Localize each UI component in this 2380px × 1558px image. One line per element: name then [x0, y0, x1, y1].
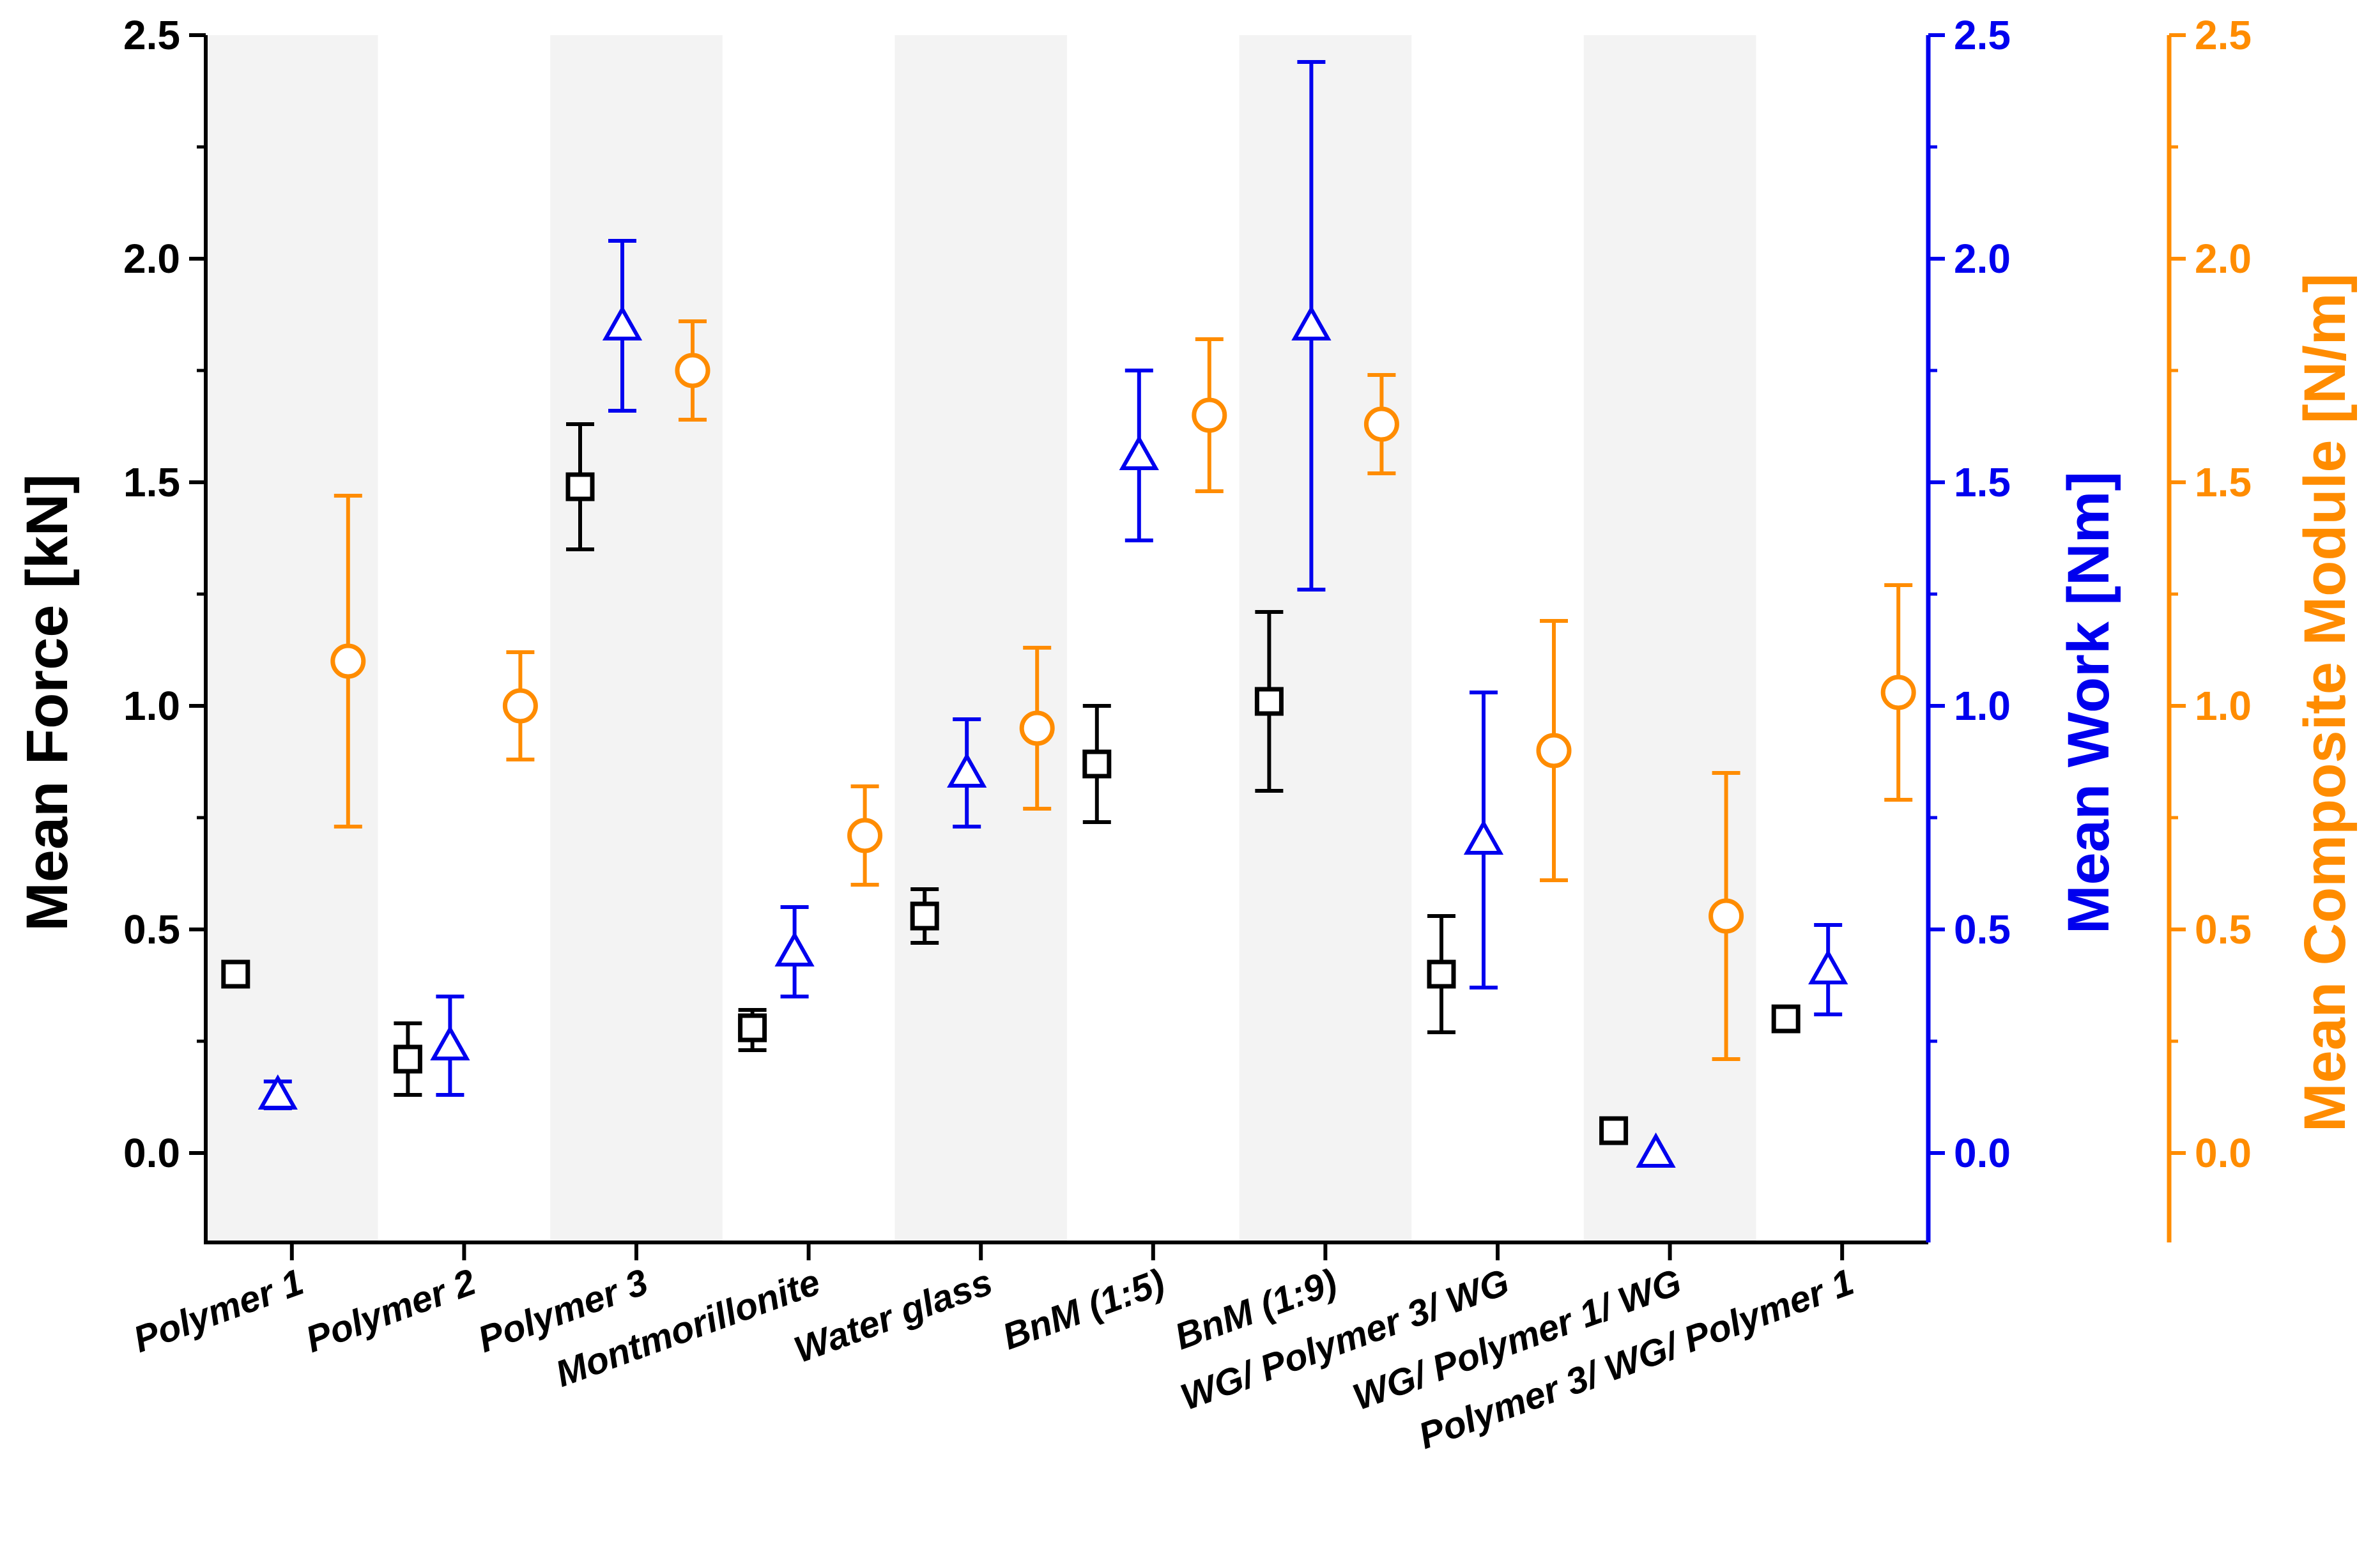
force-tick-label: 0.0	[123, 1130, 180, 1176]
circle-marker	[1019, 710, 1055, 746]
triangle-marker	[947, 752, 987, 788]
module-axis-title: Mean Composite Module [N/m]	[2292, 273, 2358, 1132]
work-axis-title: Mean Work [Nm]	[2056, 471, 2121, 934]
force-tick-label: 1.0	[123, 683, 180, 729]
mean-work-point	[1119, 369, 1159, 542]
triangle-marker	[430, 1025, 470, 1060]
mean-composite-module-point	[502, 650, 538, 761]
module-tick-label: 0.0	[2195, 1130, 2252, 1176]
work-tick-label: 2.0	[1954, 236, 2011, 282]
circle-marker	[1880, 675, 1916, 710]
mean-work-point	[257, 1074, 298, 1110]
mean-force-point	[393, 1021, 422, 1097]
triangle-marker	[774, 931, 815, 966]
mean-force-point	[1082, 704, 1112, 824]
triangle-marker	[1636, 1132, 1676, 1168]
axes: 0.0 0.5 1.0 1.5 2.0 2.5 0.0 0.5 1.0 1.5 2.0 2.5 0.0 0…	[123, 12, 2252, 1457]
data-marks	[221, 60, 1916, 1168]
square-marker	[393, 1044, 422, 1074]
mean-work-point	[774, 905, 815, 998]
circle-marker	[1708, 898, 1744, 934]
force-tick-label: 1.5	[123, 459, 180, 505]
square-marker	[565, 472, 595, 501]
force-tick-label: 2.0	[123, 236, 180, 282]
mean-work-point	[430, 995, 470, 1097]
category-band	[1239, 35, 1412, 1242]
category-label: Polymer 1	[128, 1261, 309, 1361]
square-marker	[738, 1013, 767, 1042]
mean-composite-module-point	[1363, 373, 1399, 475]
mean-force-point	[1254, 610, 1284, 793]
category-label: Polymer 2	[300, 1261, 481, 1361]
module-tick-label: 1.0	[2195, 683, 2252, 729]
mean-force-point	[221, 959, 250, 989]
mean-work-point	[1463, 691, 1504, 989]
force-axis-title: Mean Force [kN]	[15, 474, 80, 931]
category-band	[1583, 35, 1756, 1242]
circle-marker	[847, 818, 883, 853]
square-marker	[910, 901, 939, 931]
mean-force-point	[910, 887, 939, 945]
circle-marker	[1192, 397, 1227, 433]
mean-composite-module-point	[1536, 619, 1572, 882]
mean-force-point	[738, 1008, 767, 1052]
square-marker	[1599, 1116, 1629, 1145]
square-marker	[221, 959, 250, 989]
square-marker	[1427, 959, 1456, 989]
mean-work-point	[947, 717, 987, 829]
category-band	[550, 35, 723, 1242]
square-marker	[1082, 749, 1112, 779]
work-tick-label: 0.0	[1954, 1130, 2011, 1176]
circle-marker	[675, 353, 710, 388]
square-marker	[1771, 1004, 1800, 1034]
mean-composite-module-point	[1192, 337, 1227, 493]
square-marker	[1254, 687, 1284, 716]
mean-force-point	[1599, 1116, 1629, 1145]
triangle-marker	[1463, 819, 1504, 855]
mean-composite-module-point	[675, 319, 710, 422]
mean-composite-module-point	[1019, 646, 1055, 811]
circle-marker	[1536, 733, 1572, 768]
triangle-marker	[602, 305, 643, 340]
mean-force-point	[1427, 914, 1456, 1034]
force-tick-label: 2.5	[123, 12, 180, 58]
category-label: Water glass	[788, 1261, 997, 1371]
circle-marker	[502, 688, 538, 724]
category-band	[206, 35, 378, 1242]
work-tick-label: 1.5	[1954, 459, 2011, 505]
mean-work-point	[1291, 60, 1332, 592]
module-tick-label: 0.5	[2195, 906, 2252, 952]
triangle-marker	[257, 1074, 298, 1110]
mean-work-point	[1636, 1132, 1676, 1168]
mean-work-point	[1808, 923, 1848, 1016]
work-tick-label: 2.5	[1954, 12, 2011, 58]
work-tick-label: 1.0	[1954, 683, 2011, 729]
mean-force-point	[1771, 1004, 1800, 1034]
module-tick-label: 1.5	[2195, 459, 2252, 505]
circle-marker	[1363, 406, 1399, 442]
triangle-marker	[1808, 949, 1848, 984]
force-tick-label: 0.5	[123, 906, 180, 952]
mean-work-point	[602, 239, 643, 413]
mean-force-point	[565, 422, 595, 551]
module-tick-label: 2.0	[2195, 236, 2252, 282]
mean-composite-module-point	[847, 784, 883, 887]
module-tick-label: 2.5	[2195, 12, 2252, 58]
mean-composite-module-point	[330, 494, 366, 829]
category-band	[894, 35, 1067, 1242]
mean-composite-module-point	[1880, 583, 1916, 802]
axis-titles: Mean Force [kN] Mean Work [Nm] Mean Compos…	[15, 273, 2358, 1132]
triangle-marker	[1291, 305, 1332, 340]
mean-composite-module-point	[1708, 771, 1744, 1061]
triangle-marker	[1119, 434, 1159, 470]
circle-marker	[330, 643, 366, 679]
category-label: BnM (1:5)	[997, 1261, 1171, 1357]
category-bands	[206, 35, 1756, 1242]
work-tick-label: 0.5	[1954, 906, 2011, 952]
